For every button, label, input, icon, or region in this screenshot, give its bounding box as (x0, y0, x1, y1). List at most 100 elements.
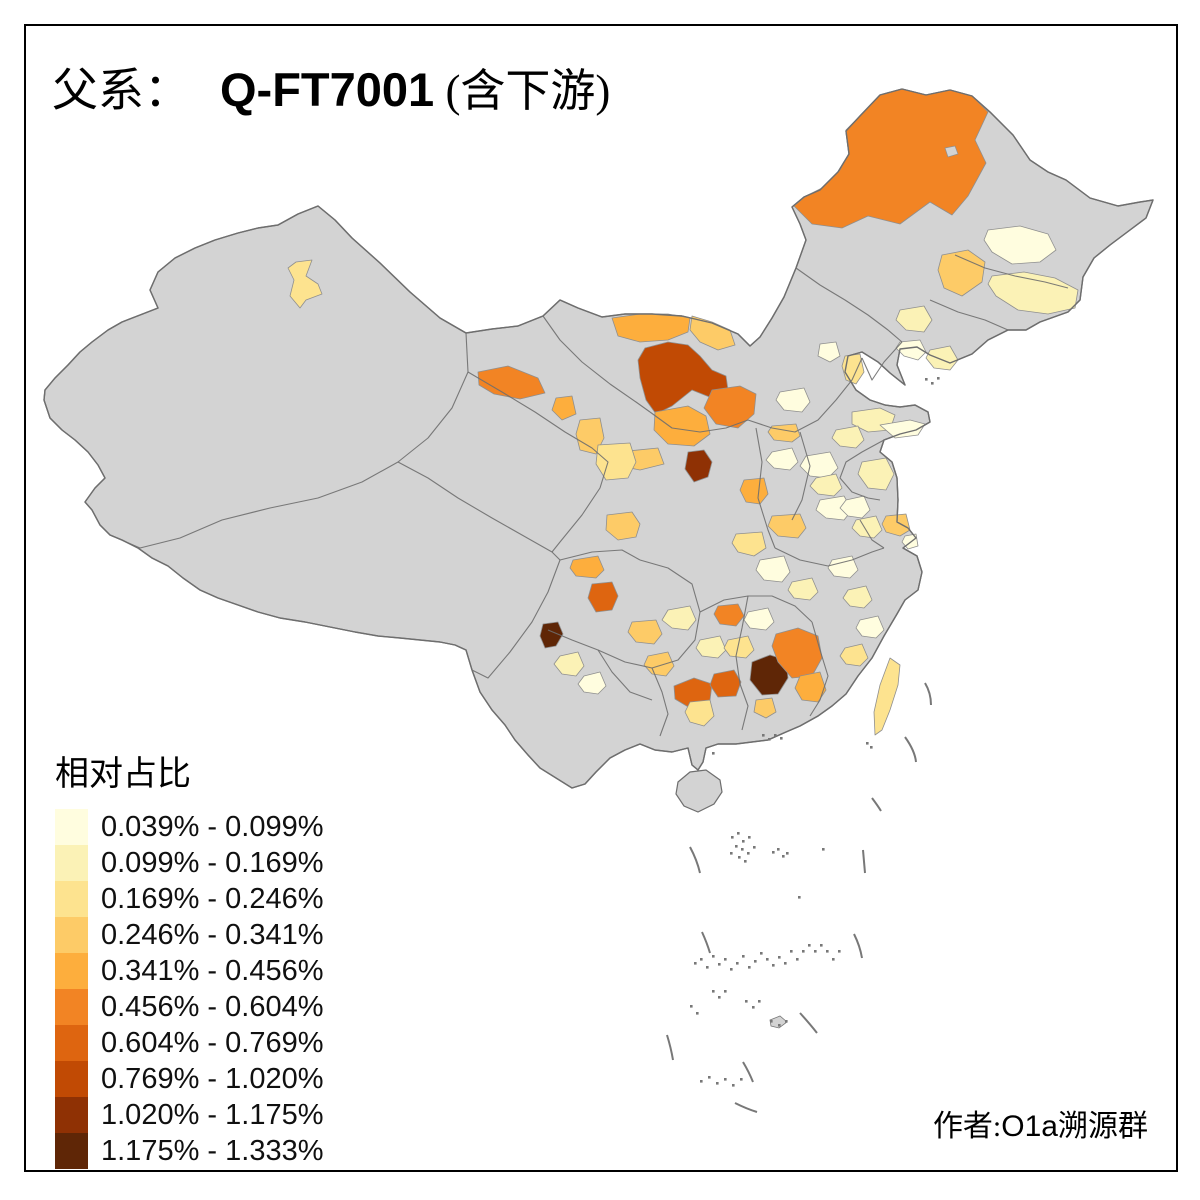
prefecture-r-yongzhou (709, 669, 742, 698)
island-dot (770, 1020, 773, 1023)
island-dot (772, 964, 775, 967)
legend-swatch (55, 881, 88, 917)
legend-swatch (55, 953, 88, 989)
island-dot (700, 958, 703, 961)
island-dot (724, 1078, 727, 1081)
legend-row-4: 0.246% - 0.341% (55, 917, 323, 953)
legend-title: 相对占比 (55, 756, 191, 793)
island-dot (822, 848, 825, 851)
prefecture-r-changde (695, 635, 727, 659)
prefecture-r-kunming (577, 671, 607, 695)
province-border (791, 431, 811, 521)
prefecture-r-zigong (627, 619, 663, 645)
prefecture-r-zhengzhou (767, 513, 807, 539)
map-title: 父系： Q-FT7001 (含下游) (52, 54, 610, 120)
prefecture-r-shaoguan-dark (749, 654, 789, 696)
coastline (43, 88, 1154, 789)
province-border (861, 341, 903, 381)
province-border (597, 649, 653, 701)
island-dot (802, 950, 805, 953)
island-dot (772, 851, 775, 854)
title-haplogroup: Q-FT7001 (220, 63, 435, 116)
island-dot (820, 944, 823, 947)
prefecture-r-huaibei (851, 515, 883, 539)
island-dot (737, 832, 740, 835)
prefecture-r-dezhou (831, 425, 865, 449)
legend-swatch (55, 917, 88, 953)
sea-boundary-dash (799, 1012, 818, 1034)
prefecture-r-liaoning-c (925, 345, 959, 371)
province-border (929, 299, 1009, 331)
prefecture-r-longnan (605, 511, 641, 541)
legend-row-1: 0.039% - 0.099% (55, 809, 323, 845)
legend-row-6: 0.456% - 0.604% (55, 989, 323, 1025)
island-dot (762, 734, 765, 737)
prefecture-r-chengdu (587, 581, 619, 613)
title-suffix: (含下游) (434, 66, 611, 116)
prefecture-r-border-east (689, 315, 736, 351)
island-dot (838, 950, 841, 953)
island-dot (730, 968, 733, 971)
island-dot (690, 1005, 693, 1008)
legend-rows: 0.039% - 0.099% 0.099% - 0.169% 0.169% - 0… (55, 809, 323, 1169)
legend-label: 0.769% - 1.020% (101, 1062, 324, 1095)
province-border (774, 547, 885, 567)
sea-boundary-dash (734, 1102, 758, 1113)
island-dot (740, 1078, 743, 1081)
prefecture-r-shaanxi-mid (765, 447, 799, 471)
province-border (542, 315, 651, 413)
attribution: 作者:O1a溯源群 (933, 1101, 1148, 1145)
attribution-prefix: 作者: (932, 1110, 1002, 1143)
legend-label: 0.341% - 0.456% (101, 954, 324, 987)
sea-boundary-dash (871, 797, 882, 812)
island-dot (925, 378, 928, 381)
island-dot (716, 1082, 719, 1085)
island-dot (782, 855, 785, 858)
prefecture-r-liaoning-a (895, 305, 933, 333)
prefecture-r-below-dark (653, 405, 711, 447)
sea-boundary-dash (666, 1034, 674, 1061)
sea-boundary-dash (689, 846, 701, 874)
island-dot (742, 840, 745, 843)
island-dot (937, 377, 940, 380)
legend-row-8: 0.769% - 1.020% (55, 1061, 323, 1097)
prefecture-r-ningxia-dark (684, 449, 713, 483)
prefecture-r-beijing (817, 341, 841, 363)
prefecture-r-qujing (553, 651, 585, 677)
island-dot (790, 950, 793, 953)
island-dot (786, 852, 789, 855)
legend-label: 1.020% - 1.175% (101, 1098, 324, 1131)
legend-row-2: 0.099% - 0.169% (55, 845, 323, 881)
prefecture-r-jilin-band (987, 271, 1079, 315)
island-dot (694, 962, 697, 965)
prefecture-r-panzhihua (539, 621, 564, 649)
prefecture-r-taiwan (873, 657, 901, 736)
island-dot (774, 734, 777, 737)
province-border (859, 519, 885, 549)
province-border (559, 549, 641, 561)
province-border (699, 595, 813, 623)
province-border (547, 611, 701, 669)
island-dot (736, 962, 739, 965)
prefecture-r-wuzhou (684, 699, 715, 727)
island-dot (778, 1024, 781, 1027)
island-dot (744, 860, 747, 863)
hainan-island (675, 769, 723, 813)
province-border (795, 267, 903, 343)
prefecture-r-harbin (983, 225, 1057, 265)
prefecture-r-urumqi (287, 259, 323, 309)
prefecture-r-north-jiangsu (857, 457, 895, 491)
sea-boundary-dash (904, 736, 917, 763)
small-island (769, 1015, 788, 1029)
province-border (471, 559, 561, 679)
island-dot (754, 960, 757, 963)
island-dot (696, 1012, 699, 1015)
island-dot (718, 996, 721, 999)
island-dot (742, 955, 745, 958)
island-dot (738, 856, 741, 859)
province-border (954, 254, 1069, 289)
island-dot (778, 956, 781, 959)
legend-label: 0.246% - 0.341% (101, 918, 324, 951)
prefecture-r-wuwei (575, 417, 605, 455)
